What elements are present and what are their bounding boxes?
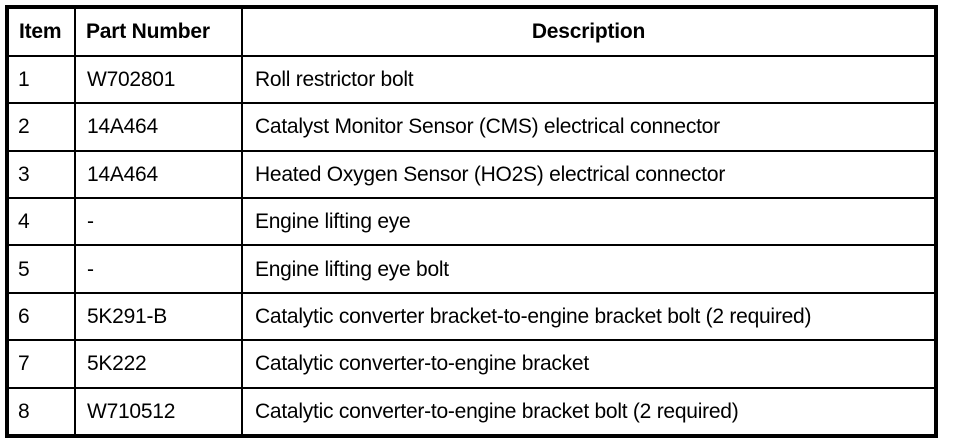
cell-part-number: - <box>74 197 243 247</box>
cell-item: 3 <box>6 149 76 200</box>
cell-description: Heated Oxygen Sensor (HO2S) electrical c… <box>241 149 937 200</box>
cell-item: 2 <box>6 102 76 152</box>
cell-description: Engine lifting eye <box>241 197 937 247</box>
cell-description: Catalytic converter bracket-to-engine br… <box>241 291 937 342</box>
cell-item: 4 <box>6 197 76 247</box>
cell-part-number: 14A464 <box>74 149 243 200</box>
column-header-description: Description <box>241 6 937 57</box>
cell-part-number: W702801 <box>74 54 243 105</box>
cell-description: Catalytic converter-to-engine bracket <box>241 339 937 389</box>
table-header-row: Item Part Number Description <box>6 6 937 57</box>
table-row: 7 5K222 Catalytic converter-to-engine br… <box>6 339 937 389</box>
cell-item: 8 <box>6 386 76 438</box>
table-row: 5 - Engine lifting eye bolt <box>6 244 937 294</box>
table-row: 1 W702801 Roll restrictor bolt <box>6 54 937 105</box>
cell-item: 1 <box>6 54 76 105</box>
column-header-part-number: Part Number <box>74 6 243 57</box>
cell-part-number: 14A464 <box>74 102 243 152</box>
cell-part-number: W710512 <box>74 386 243 438</box>
table-row: 8 W710512 Catalytic converter-to-engine … <box>6 386 937 438</box>
table-row: 2 14A464 Catalyst Monitor Sensor (CMS) e… <box>6 102 937 152</box>
table-row: 3 14A464 Heated Oxygen Sensor (HO2S) ele… <box>6 149 937 200</box>
cell-part-number: 5K291-B <box>74 291 243 342</box>
cell-part-number: - <box>74 244 243 294</box>
cell-description: Catalyst Monitor Sensor (CMS) electrical… <box>241 102 937 152</box>
column-header-item: Item <box>6 6 76 57</box>
table-row: 4 - Engine lifting eye <box>6 197 937 247</box>
cell-description: Roll restrictor bolt <box>241 54 937 105</box>
cell-item: 7 <box>6 339 76 389</box>
table-header: Item Part Number Description <box>6 6 937 57</box>
cell-item: 5 <box>6 244 76 294</box>
cell-item: 6 <box>6 291 76 342</box>
cell-description: Catalytic converter-to-engine bracket bo… <box>241 386 937 438</box>
table-body: 1 W702801 Roll restrictor bolt 2 14A464 … <box>6 54 937 438</box>
cell-description: Engine lifting eye bolt <box>241 244 937 294</box>
table-row: 6 5K291-B Catalytic converter bracket-to… <box>6 291 937 342</box>
parts-reference-table: Item Part Number Description 1 W702801 R… <box>5 5 938 438</box>
cell-part-number: 5K222 <box>74 339 243 389</box>
